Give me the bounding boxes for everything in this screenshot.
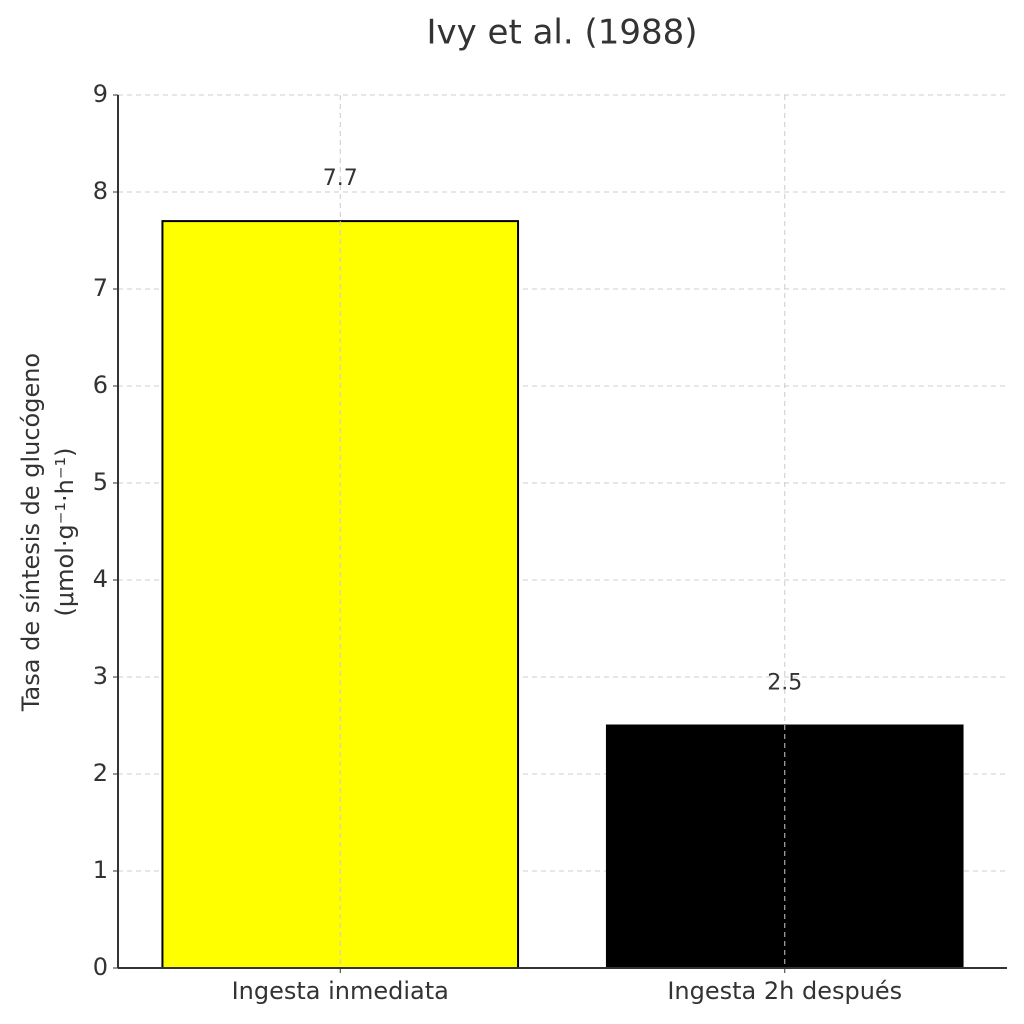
y-tick-label: 6 xyxy=(93,371,108,399)
y-tick-label: 7 xyxy=(93,274,108,302)
y-tick-label: 1 xyxy=(93,856,108,884)
x-tick-label: Ingesta 2h después xyxy=(667,977,902,1005)
y-tick-label: 2 xyxy=(93,759,108,787)
y-tick-label: 0 xyxy=(93,953,108,981)
chart-title: Ivy et al. (1988) xyxy=(426,13,697,53)
x-tick-label: Ingesta inmediata xyxy=(232,977,449,1005)
y-tick-label: 9 xyxy=(93,80,108,108)
y-axis-label: (μmol·g⁻¹·h⁻¹) xyxy=(51,447,79,616)
y-tick-label: 4 xyxy=(93,565,108,593)
y-axis-label: Tasa de síntesis de glucógeno xyxy=(17,353,45,712)
y-tick-label: 3 xyxy=(93,662,108,690)
y-tick-label: 5 xyxy=(93,468,108,496)
y-tick-label: 8 xyxy=(93,177,108,205)
